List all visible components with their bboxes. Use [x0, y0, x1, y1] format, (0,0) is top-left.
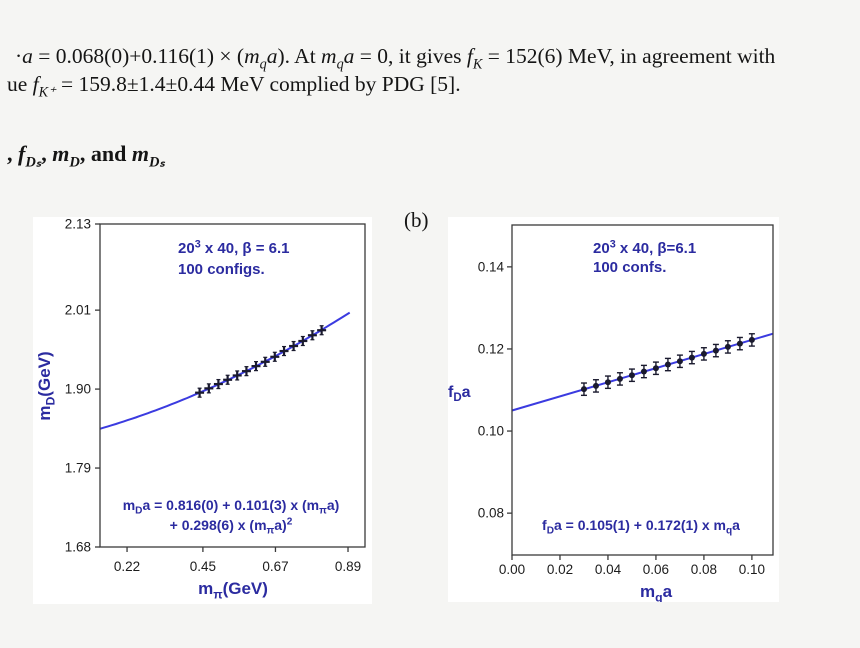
data-point: [260, 356, 270, 367]
y-tick-label: 1.68: [65, 540, 91, 555]
data-point: [232, 370, 242, 381]
x-tick-label: 0.06: [643, 562, 669, 577]
data-point: [712, 343, 719, 358]
paragraph-line-1: ·a = 0.068(0)+0.116(1) × (mqa). At mqa =…: [15, 44, 776, 73]
x-tick-label: 0.89: [335, 559, 361, 574]
y-tick-label: 0.08: [478, 506, 504, 521]
data-point: [688, 350, 695, 365]
data-point: [204, 383, 214, 394]
config-annotation: 100 configs.: [178, 261, 265, 278]
y-tick-label: 1.79: [65, 461, 91, 476]
y-axis-label: mD(GeV): [35, 351, 57, 420]
chart-md-vs-mpi: 0.22 0.45 0.67 0.89 1.68 1.79 1.90 2.01 2.13 203 …: [35, 217, 366, 601]
data-point: [251, 361, 261, 372]
data-point: [616, 372, 623, 386]
paragraph-line-2: ue fK⁺ = 159.8±1.4±0.44 MeV complied by …: [7, 72, 461, 101]
x-tick-label: 0.00: [499, 562, 525, 577]
data-point: [604, 375, 611, 390]
x-tick-label: 0.08: [691, 562, 717, 577]
data-point: [628, 368, 635, 383]
data-point: [592, 379, 599, 393]
plot-frame: [511, 224, 774, 556]
x-tick-label: 0.22: [114, 559, 140, 574]
y-tick-label: 1.90: [65, 382, 91, 397]
data-point: [270, 351, 280, 362]
x-tick-label: 0.10: [739, 562, 765, 577]
x-tick-label: 0.67: [262, 559, 288, 574]
y-tick-label: 0.10: [478, 424, 504, 439]
data-point: [307, 330, 317, 341]
subfigure-label-b: (b): [404, 208, 429, 232]
y-tick-label: 2.01: [65, 303, 91, 318]
x-axis-label: mπ(GeV): [198, 579, 268, 601]
data-point: [700, 347, 707, 361]
data-point: [748, 333, 755, 347]
data-point: [213, 378, 223, 390]
data-point: [317, 325, 327, 336]
data-point: [241, 366, 251, 377]
x-tick-label: 0.45: [190, 559, 216, 574]
x-axis-label: mqa: [640, 582, 673, 602]
config-annotation: 203 x 40, β=6.1: [593, 238, 696, 257]
fit-line: [99, 311, 351, 430]
data-point: [223, 374, 233, 385]
data-point: [580, 382, 587, 397]
y-axis-label: fDa: [448, 384, 471, 404]
x-tick-label: 0.02: [547, 562, 573, 577]
fit-equation: + 0.298(6) x (mπa)2: [170, 517, 293, 537]
data-point: [652, 361, 659, 376]
data-point: [736, 336, 743, 351]
data-point: [289, 340, 299, 352]
config-annotation: 100 confs.: [593, 259, 666, 276]
fit-equation: mDa = 0.816(0) + 0.101(3) x (mπa): [123, 497, 340, 517]
config-annotation: 203 x 40, β = 6.1: [178, 238, 290, 257]
data-point: [640, 364, 647, 379]
section-heading-fragment: , fDₛ, mD, and mDₛ: [7, 141, 165, 171]
y-tick-label: 0.12: [478, 341, 504, 356]
y-tick-label: 2.13: [65, 217, 91, 232]
data-point: [664, 357, 671, 372]
data-point: [279, 345, 289, 357]
fit-equation: fDa = 0.105(1) + 0.172(1) x mqa: [542, 517, 740, 537]
data-point: [298, 335, 308, 347]
plot-frame: [99, 223, 366, 548]
x-tick-label: 0.04: [595, 562, 622, 577]
chart-fda-vs-mqa: 0.00 0.02 0.04 0.06 0.08 0.10 0.08 0.10 0.12 0.14…: [448, 224, 774, 602]
y-tick-label: 0.14: [478, 259, 505, 274]
data-point: [195, 387, 205, 398]
chart-md-vs-mpi-panel: 0.22 0.45 0.67 0.89 1.68 1.79 1.90 2.01 2.13 203 …: [33, 217, 372, 604]
data-point: [724, 340, 731, 354]
data-point: [676, 354, 683, 369]
chart-fda-vs-mqa-panel: 0.00 0.02 0.04 0.06 0.08 0.10 0.08 0.10 0.12 0.14…: [448, 217, 779, 602]
